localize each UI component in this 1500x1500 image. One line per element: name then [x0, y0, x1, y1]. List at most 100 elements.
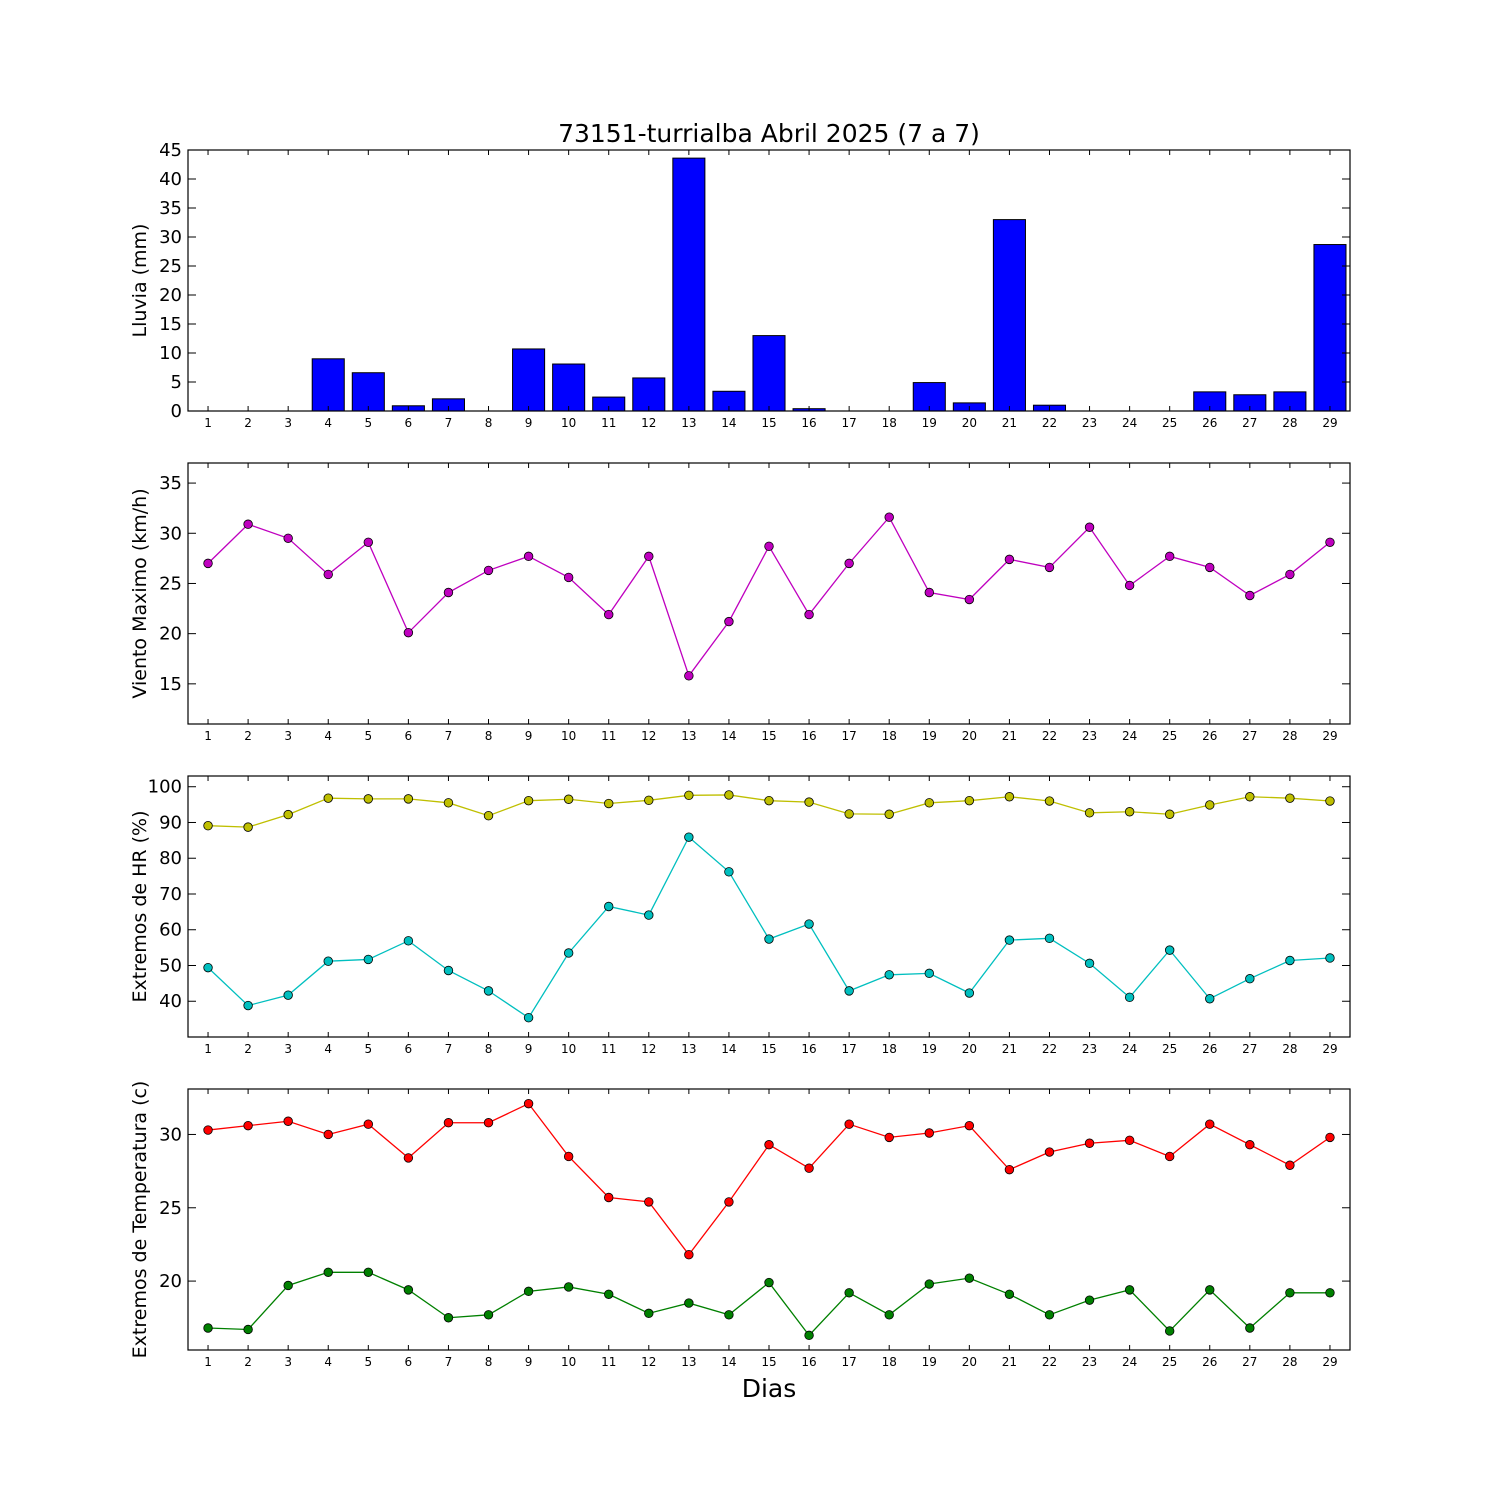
point-series-1-day-5 [363, 537, 374, 548]
x-tick-label: 16 [801, 1042, 816, 1056]
x-tick-label: 28 [1282, 1355, 1297, 1369]
point-series-1-day-8 [483, 565, 494, 576]
x-tick-label: 28 [1282, 1042, 1297, 1056]
point-series-2-day-9 [523, 1012, 534, 1023]
point-series-1-day-5 [363, 794, 374, 804]
x-tick-label: 9 [525, 416, 533, 430]
point-series-1-day-13 [684, 790, 694, 801]
x-tick-label: 22 [1042, 1042, 1057, 1056]
point-series-1-day-17 [844, 809, 854, 819]
x-tick-label: 8 [485, 1355, 493, 1369]
y-tick-label: 80 [159, 848, 182, 869]
y-tick-label: 25 [159, 256, 182, 277]
point-series-1-day-7 [443, 798, 454, 808]
point-series-1-day-9 [523, 795, 534, 806]
point-series-1-day-4 [323, 569, 333, 580]
point-series-1-day-10 [563, 1151, 574, 1162]
x-tick-label: 19 [922, 1042, 937, 1056]
x-tick-label: 28 [1282, 416, 1297, 430]
point-series-1-day-16 [804, 609, 814, 620]
point-series-2-day-6 [403, 936, 414, 946]
point-series-2-day-17 [844, 1288, 854, 1298]
y-tick-label: 10 [159, 343, 182, 364]
bar-day-10 [552, 363, 586, 412]
point-series-2-day-4 [323, 1267, 333, 1277]
point-series-1-day-14 [724, 1197, 734, 1207]
y-tick-label: 20 [159, 1271, 182, 1292]
point-series-1-day-16 [804, 797, 814, 807]
y-tick-label: 40 [159, 991, 182, 1012]
x-tick-label: 9 [525, 729, 533, 743]
point-series-2-day-28 [1285, 1288, 1295, 1298]
x-tick-label: 9 [525, 1355, 533, 1369]
x-tick-label: 20 [962, 416, 977, 430]
point-series-1-day-13 [684, 1249, 694, 1260]
y-axis-label-4: Extremos de Temperatura (c) [129, 1081, 151, 1359]
point-series-2-day-12 [644, 1308, 654, 1319]
x-tick-label: 12 [641, 416, 656, 430]
point-series-1-day-12 [644, 551, 654, 562]
point-series-1-day-6 [403, 794, 414, 804]
point-series-2-day-14 [724, 1310, 734, 1320]
x-tick-label: 6 [405, 1355, 413, 1369]
point-series-2-day-6 [403, 1285, 414, 1295]
point-series-1-day-25 [1164, 551, 1175, 562]
point-series-2-day-26 [1205, 1285, 1215, 1295]
x-tick-label: 18 [882, 729, 897, 743]
y-tick-label: 20 [159, 624, 182, 645]
y-axis-label-3: Extremos de HR (%) [129, 810, 151, 1002]
point-series-2-day-11 [604, 901, 614, 912]
x-tick-label: 24 [1122, 416, 1137, 430]
point-series-1-day-2 [243, 519, 253, 529]
x-tick-label: 24 [1122, 729, 1137, 743]
x-tick-label: 8 [485, 729, 493, 743]
x-tick-label: 15 [761, 1355, 776, 1369]
point-series-1-day-23 [1084, 808, 1095, 818]
point-series-1-day-28 [1285, 1160, 1295, 1170]
x-tick-label: 17 [841, 729, 856, 743]
x-tick-label: 16 [801, 729, 816, 743]
x-tick-label: 26 [1202, 416, 1217, 430]
x-tick-label: 4 [324, 1042, 332, 1056]
point-series-2-day-27 [1245, 974, 1255, 984]
x-tick-label: 12 [641, 1355, 656, 1369]
x-tick-label: 22 [1042, 729, 1057, 743]
point-series-1-day-6 [403, 627, 414, 638]
x-tick-label: 29 [1322, 1355, 1337, 1369]
y-tick-label: 40 [159, 169, 182, 190]
point-series-1-day-25 [1164, 1151, 1175, 1162]
point-series-1-day-11 [604, 798, 614, 809]
y-tick-label: 15 [159, 674, 182, 695]
point-series-2-day-7 [443, 965, 454, 976]
x-tick-label: 14 [721, 1042, 736, 1056]
panels: 1 2 3 4 5 6 7 8 9 10 11 12 13 14 15 16 17 18 19 20 21 22 23 24 2… [129, 140, 1351, 1369]
point-series-1-day-21 [1004, 554, 1015, 565]
point-series-2-day-2 [243, 1324, 253, 1335]
point-series-2-day-20 [964, 1273, 975, 1283]
point-series-1-day-2 [243, 1120, 253, 1131]
point-series-2-day-8 [483, 1310, 494, 1320]
bar-day-12 [632, 377, 666, 412]
x-tick-label: 19 [922, 729, 937, 743]
point-series-2-day-5 [363, 954, 374, 965]
x-tick-label: 27 [1242, 1355, 1257, 1369]
y-axis-label-2: Viento Maximo (km/h) [129, 488, 151, 698]
point-series-1-day-3 [283, 1116, 293, 1126]
x-tick-label: 16 [801, 416, 816, 430]
panel-3: 1 2 3 4 5 6 7 8 9 10 11 12 13 14 15 16 17 18 19 20 21 22 23 24 2… [129, 775, 1351, 1056]
point-series-1-day-29 [1325, 1132, 1335, 1143]
x-tick-label: 5 [364, 1355, 372, 1369]
y-tick-label: 25 [159, 573, 182, 594]
x-tick-label: 1 [204, 729, 212, 743]
x-tick-label: 15 [761, 416, 776, 430]
point-series-2-day-3 [283, 990, 293, 1000]
point-series-2-day-12 [644, 910, 654, 920]
x-tick-label: 25 [1162, 729, 1177, 743]
y-tick-label: 0 [171, 401, 182, 422]
bar-day-9 [512, 348, 546, 412]
point-series-2-day-19 [924, 968, 934, 979]
point-series-1-day-20 [964, 1120, 975, 1131]
point-series-1-day-17 [844, 558, 854, 569]
x-tick-label: 26 [1202, 1042, 1217, 1056]
point-series-2-day-22 [1044, 1310, 1055, 1320]
